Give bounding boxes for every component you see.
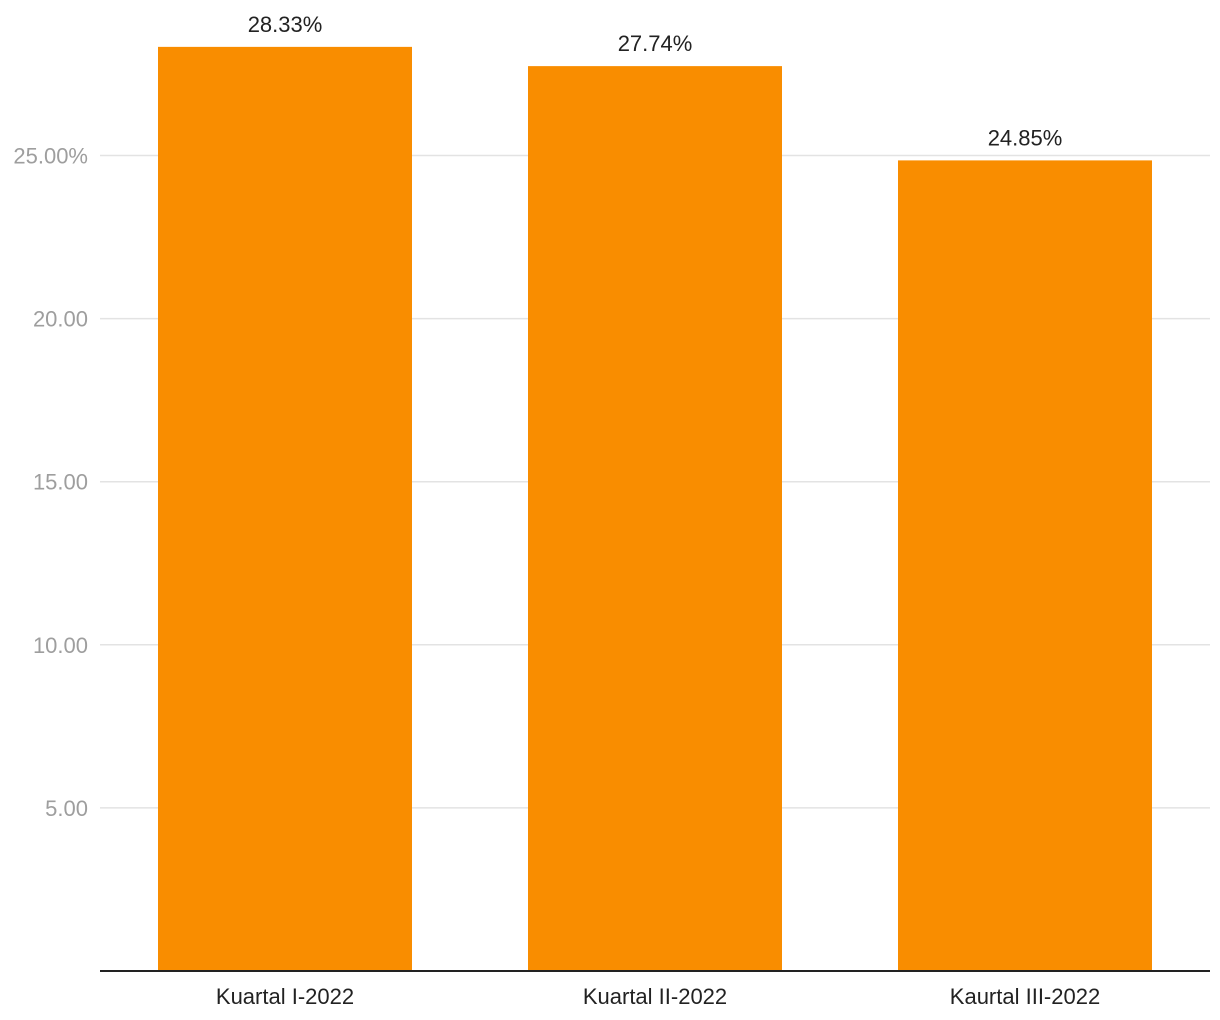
y-tick-label: 15.00: [33, 470, 88, 495]
bar: [528, 66, 782, 971]
x-axis-categories: Kuartal I-2022 Kuartal II-2022 Kaurtal III…: [216, 984, 1100, 1009]
bar-value-label: 24.85%: [988, 125, 1063, 150]
data-labels: 28.33% 27.74% 24.85%: [248, 12, 1063, 151]
bar: [898, 160, 1152, 971]
y-axis-ticks: 5.00 10.00 15.00 20.00 25.00%: [13, 144, 88, 821]
bar-value-label: 27.74%: [618, 31, 693, 56]
y-tick-label: 25.00%: [13, 144, 88, 169]
y-tick-label: 20.00: [33, 307, 88, 332]
bar: [158, 46, 412, 971]
x-category-label: Kuartal II-2022: [583, 984, 727, 1009]
y-tick-label: 5.00: [45, 796, 88, 821]
bar-value-label: 28.33%: [248, 12, 323, 37]
bars: [158, 46, 1152, 971]
x-category-label: Kaurtal III-2022: [950, 984, 1100, 1009]
x-category-label: Kuartal I-2022: [216, 984, 354, 1009]
y-tick-label: 10.00: [33, 633, 88, 658]
